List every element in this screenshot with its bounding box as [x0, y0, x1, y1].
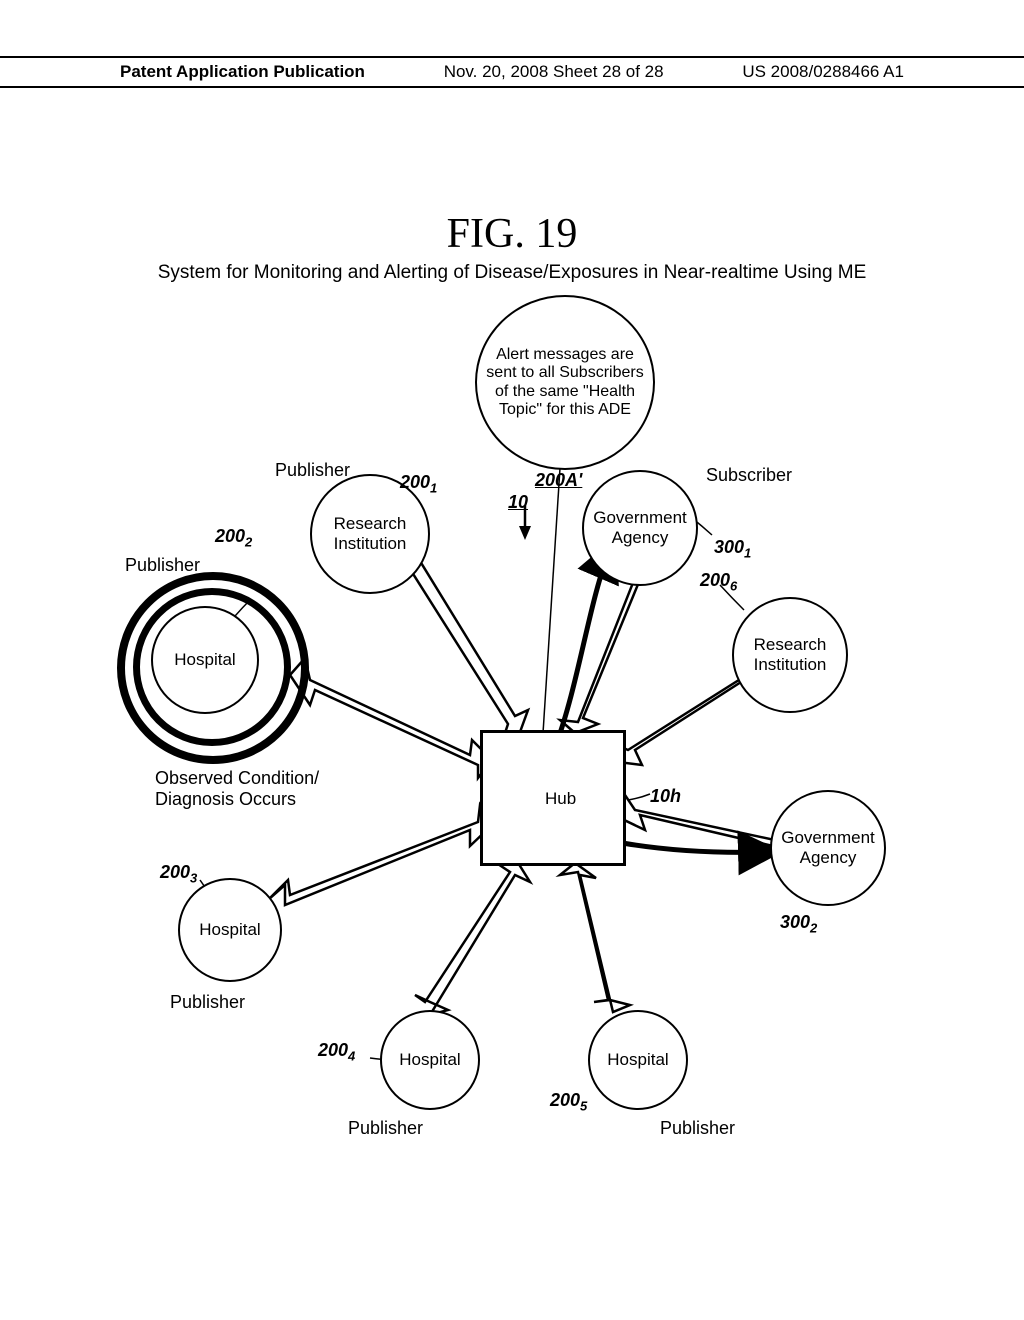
node-hospital-5: Hospital: [588, 1010, 688, 1110]
note-n2: Observed Condition/ Diagnosis Occurs: [155, 768, 335, 810]
figure-title: FIG. 19: [447, 210, 578, 258]
node-gov-1-label: Government Agency: [588, 508, 692, 547]
ref-n6: 2006: [700, 570, 737, 594]
header-publication: Patent Application Publication: [120, 62, 365, 82]
ref-n5: 2005: [550, 1090, 587, 1114]
ref-10h: 10h: [650, 786, 681, 807]
role-n4: Publisher: [348, 1118, 423, 1139]
diagram-canvas: Alert messages are sent to all Subscribe…: [100, 300, 920, 1140]
header-docnum: US 2008/0288466 A1: [742, 62, 904, 82]
ref-s1: 3001: [714, 537, 751, 561]
node-research-2: Research Institution: [732, 597, 848, 713]
ref-n3: 2003: [160, 862, 197, 886]
node-hospital-2: Hospital: [151, 606, 259, 714]
ref-n1: 2001: [400, 472, 437, 496]
node-gov-2: Government Agency: [770, 790, 886, 906]
alert-note-text: Alert messages are sent to all Subscribe…: [481, 346, 649, 420]
node-hospital-5-label: Hospital: [607, 1050, 668, 1070]
node-gov-1: Government Agency: [582, 470, 698, 586]
hub-label: Hub: [545, 789, 576, 809]
node-hospital-4-label: Hospital: [399, 1050, 460, 1070]
ref-10: 10: [508, 492, 528, 513]
ref-n4: 2004: [318, 1040, 355, 1064]
node-research-2-label: Research Institution: [738, 635, 842, 674]
node-hospital-4: Hospital: [380, 1010, 480, 1110]
hub-node: Hub: [480, 730, 626, 866]
node-gov-2-label: Government Agency: [776, 828, 880, 867]
node-hospital-3-label: Hospital: [199, 920, 260, 940]
alert-note-bubble: Alert messages are sent to all Subscribe…: [475, 295, 655, 470]
node-hospital-3: Hospital: [178, 878, 282, 982]
ref-200a: 200A': [535, 470, 582, 491]
ref-n2: 2002: [215, 526, 252, 550]
node-research-1-label: Research Institution: [316, 514, 424, 553]
ref-s2: 3002: [780, 912, 817, 936]
role-n1: Publisher: [275, 460, 350, 481]
role-n5: Publisher: [660, 1118, 735, 1139]
node-hospital-2-label: Hospital: [174, 650, 235, 670]
role-n2: Publisher: [125, 555, 200, 576]
role-s1: Subscriber: [706, 465, 792, 486]
role-n3: Publisher: [170, 992, 245, 1013]
figure-subtitle: System for Monitoring and Alerting of Di…: [158, 262, 867, 284]
header-sheet: Nov. 20, 2008 Sheet 28 of 28: [444, 62, 664, 82]
